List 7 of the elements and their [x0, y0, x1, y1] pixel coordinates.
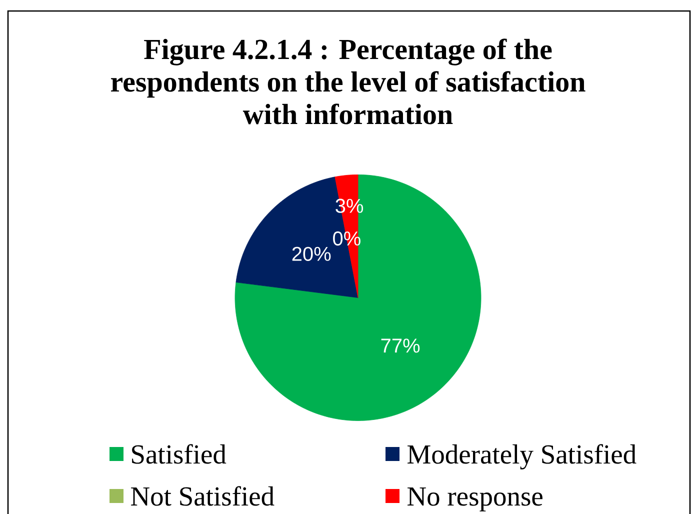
legend-label: Satisfied — [132, 444, 226, 464]
data-label: 77% — [381, 338, 420, 353]
data-label: 20% — [292, 246, 331, 261]
legend-label: Not Satisfied — [131, 486, 274, 506]
legend-label: No response — [408, 487, 542, 512]
chart-title: Figure 4.2.1.4 : Percentage of the respondents on the level of satisfaction with information — [111, 38, 586, 124]
legend-label: Moderately Satisfied — [408, 444, 636, 470]
